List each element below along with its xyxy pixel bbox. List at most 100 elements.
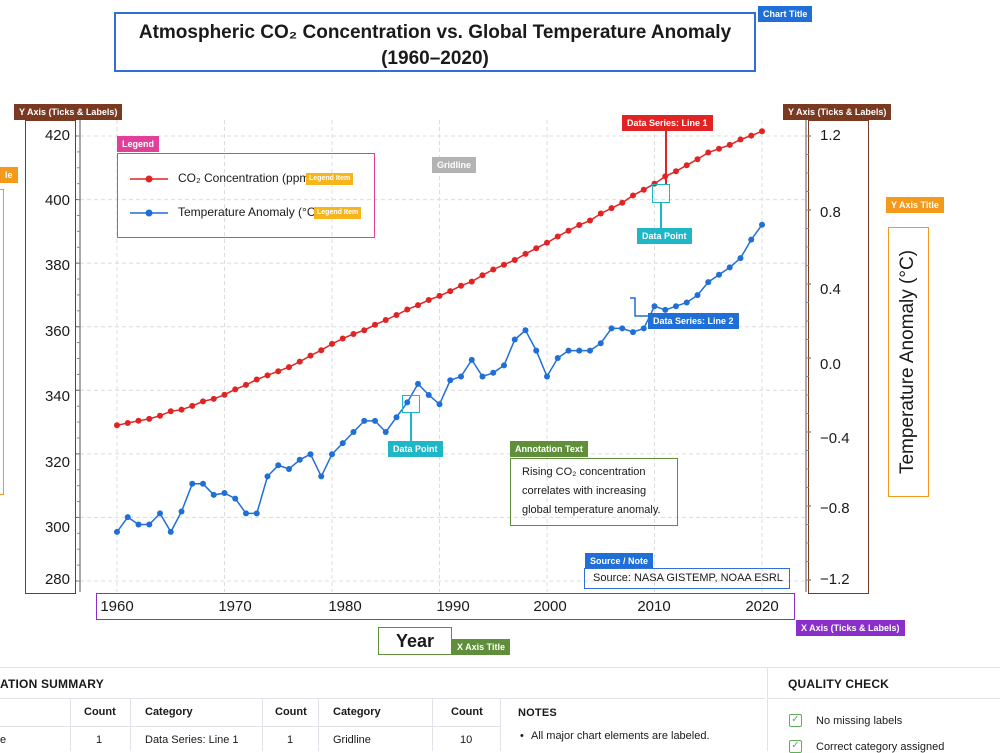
legend-co2-marker: [145, 175, 153, 183]
temp-point: [522, 327, 529, 334]
temp-point: [705, 279, 712, 286]
col-divider: [432, 698, 433, 751]
y-tick-right: −1.2: [820, 571, 850, 588]
co2-point: [296, 358, 303, 365]
x-tick: 2000: [533, 598, 567, 615]
co2-point: [576, 222, 583, 228]
note-bullet: •: [520, 730, 524, 742]
temp-point: [307, 451, 314, 458]
co2-point: [447, 288, 454, 295]
temp-point: [415, 380, 421, 387]
temp-point: [533, 347, 540, 354]
temp-point: [554, 355, 561, 361]
temp-point: [640, 325, 647, 332]
co2-point: [608, 205, 615, 212]
co2-point: [630, 192, 636, 199]
legend-item-co2: CO₂ Concentration (ppm): [178, 171, 314, 185]
y-tick-right: 1.2: [820, 127, 841, 144]
co2-point: [167, 408, 174, 415]
summary-header: Count: [84, 706, 116, 718]
temp-point: [200, 480, 206, 487]
chart-title-line1: Atmospheric CO₂ Concentration vs. Global…: [138, 22, 732, 43]
temp-point: [737, 255, 744, 262]
x-axis-title: Year: [378, 627, 452, 655]
co2-point: [597, 210, 604, 217]
series2-tag: Data Series: Line 2: [648, 313, 739, 329]
temp-point: [275, 462, 282, 469]
temp-point: [759, 221, 765, 228]
check-icon: ✓: [789, 714, 802, 727]
y-tick-right: 0.0: [820, 356, 841, 373]
summary-header: Category: [145, 706, 193, 718]
data-point-box-1: [652, 184, 670, 203]
temp-point: [114, 528, 120, 535]
co2-point: [243, 381, 249, 388]
y-tick-left: 280: [44, 571, 70, 588]
temp-point: [501, 362, 507, 369]
co2-point: [694, 156, 701, 163]
source-tag: Source / Note: [585, 553, 654, 569]
quality-item: Correct category assigned: [816, 741, 945, 753]
legend-temp-marker: [145, 209, 153, 217]
temp-point: [587, 347, 593, 354]
temp-point: [651, 303, 658, 310]
temp-point: [167, 528, 174, 535]
y-tick-left: 400: [44, 192, 70, 209]
co2-point: [716, 145, 722, 152]
quality-item: No missing labels: [816, 715, 903, 727]
temp-point: [178, 508, 185, 515]
co2-point: [436, 292, 443, 299]
temp-point: [318, 473, 325, 480]
chart-title-tag: Chart Title: [758, 6, 813, 22]
quality-divider: [767, 668, 768, 751]
temp-point: [716, 271, 722, 278]
co2-point: [200, 398, 206, 405]
temp-point: [479, 373, 486, 380]
summary-header: Count: [275, 706, 307, 718]
data-point-leader-1: [660, 203, 662, 228]
co2-point: [522, 250, 529, 257]
y-tick-right: 0.8: [820, 204, 841, 221]
temp-point: [146, 521, 153, 528]
co2-point: [350, 331, 357, 338]
temp-point: [726, 264, 733, 271]
y-tick-left: 320: [44, 454, 70, 471]
co2-point: [651, 180, 658, 187]
x-axis-box: [96, 593, 795, 620]
temp-point: [597, 340, 604, 347]
co2-point: [619, 199, 626, 206]
temp-point: [436, 401, 443, 408]
temp-point: [393, 414, 400, 421]
summary-cell: Data Series: Line 1: [145, 734, 239, 746]
temp-point: [296, 456, 303, 463]
y-axis-left-tag: Y Axis (Ticks & Labels): [14, 104, 123, 120]
co2-point: [511, 256, 518, 263]
y-tick-left: 420: [44, 127, 70, 144]
x-tick: 2020: [745, 598, 779, 615]
temp-point: [404, 399, 411, 406]
temp-point: [189, 480, 196, 487]
summary-title: ATION SUMMARY: [0, 677, 104, 691]
x-tick: 1980: [328, 598, 362, 615]
y-tick-left: 360: [44, 323, 70, 340]
x-tick: 1960: [100, 598, 134, 615]
co2-point: [640, 186, 647, 193]
chart-plot: [75, 120, 811, 592]
quality-title: QUALITY CHECK: [788, 677, 890, 691]
co2-point: [382, 317, 389, 324]
co2-point: [458, 282, 464, 289]
summary-cell: 1: [287, 734, 294, 746]
temp-point: [382, 429, 389, 435]
temp-point: [243, 510, 249, 517]
y-tick-left: 340: [44, 388, 70, 405]
co2-point: [264, 372, 271, 379]
data-point-leader-2: [410, 413, 412, 441]
co2-point: [124, 420, 131, 427]
co2-point: [232, 386, 239, 393]
temp-point: [425, 392, 432, 398]
chart-title-line2: (1960–2020): [381, 48, 489, 69]
summary-cell: 10: [460, 734, 473, 746]
co2-point: [275, 368, 282, 375]
col-divider: [130, 698, 131, 751]
temp-point: [630, 329, 636, 336]
